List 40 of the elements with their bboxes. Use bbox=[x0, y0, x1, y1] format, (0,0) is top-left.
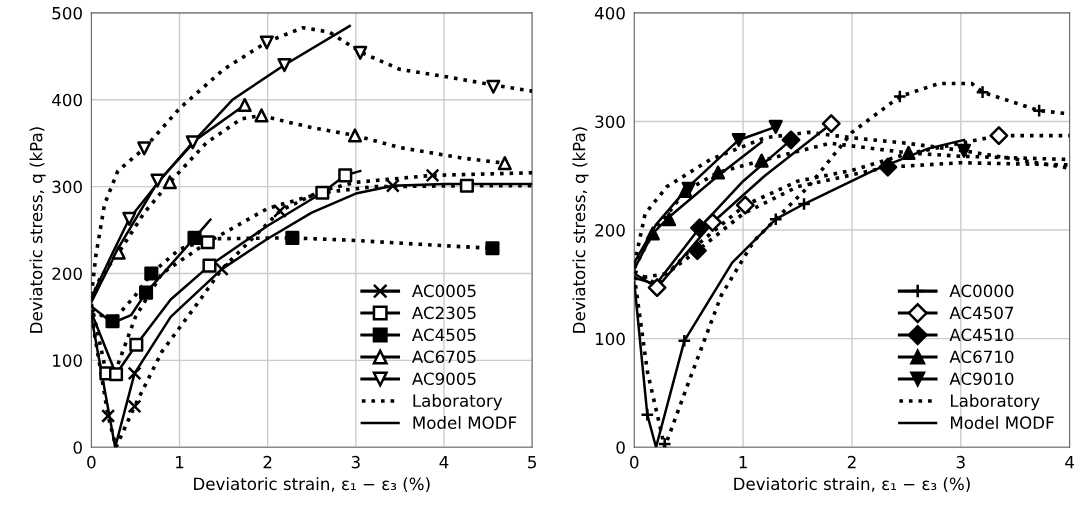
legend-label: AC4505 bbox=[411, 328, 476, 342]
legend-label: AC4507 bbox=[949, 306, 1014, 320]
y-tick-label: 400 bbox=[594, 6, 625, 20]
x-tick-label: 4 bbox=[439, 456, 449, 469]
y-tick-label: 200 bbox=[595, 224, 625, 237]
x-tick-label: 2 bbox=[263, 455, 272, 469]
x-tick-label: 0 bbox=[87, 455, 96, 469]
legend-label: AC9005 bbox=[411, 372, 476, 386]
y-tick-label: 100 bbox=[53, 354, 82, 367]
x-tick-label: 2 bbox=[847, 455, 856, 469]
y-tick-label: 300 bbox=[52, 180, 82, 194]
x-tick-label: 5 bbox=[528, 456, 536, 469]
legend-label: AC0005 bbox=[411, 284, 476, 298]
legend-label: Model MODF bbox=[951, 416, 1054, 429]
y-axis-title: Deviatoric stress, q (kPa) bbox=[572, 127, 589, 333]
y-tick-label: 100 bbox=[595, 332, 625, 346]
x-tick-label: 1 bbox=[176, 456, 184, 469]
legend-label: AC6710 bbox=[949, 350, 1014, 364]
y-tick-label: 0 bbox=[616, 441, 625, 454]
legend-label: AC6705 bbox=[411, 350, 476, 364]
x-tick-label: 3 bbox=[956, 455, 965, 469]
legend-label: AC0000 bbox=[949, 284, 1014, 298]
y-tick-label: 500 bbox=[52, 6, 82, 20]
x-axis-title: Deviatoric strain, ε₁ − ε₃ (%) bbox=[194, 477, 430, 493]
y-tick-label: 300 bbox=[595, 115, 625, 129]
legend-label: AC9010 bbox=[949, 372, 1014, 386]
x-tick-label: 3 bbox=[351, 455, 360, 469]
y-tick-label: 200 bbox=[52, 267, 82, 281]
legend-label: AC2305 bbox=[411, 306, 476, 320]
x-tick-label: 0 bbox=[630, 455, 639, 469]
legend-label: Laboratory bbox=[951, 394, 1040, 411]
x-tick-label: 1 bbox=[739, 456, 747, 469]
legend-label: AC4510 bbox=[949, 328, 1014, 342]
legend-label: Model MODF bbox=[413, 416, 517, 429]
y-tick-label: 400 bbox=[52, 93, 82, 107]
legend-label: Laboratory bbox=[413, 394, 503, 411]
y-tick-label: 0 bbox=[73, 441, 82, 454]
x-axis-title: Deviatoric strain, ε₁ − ε₃ (%) bbox=[734, 477, 970, 493]
x-tick-label: 4 bbox=[1065, 456, 1074, 469]
y-axis-title: Deviatoric stress, q (kPa) bbox=[29, 127, 46, 333]
